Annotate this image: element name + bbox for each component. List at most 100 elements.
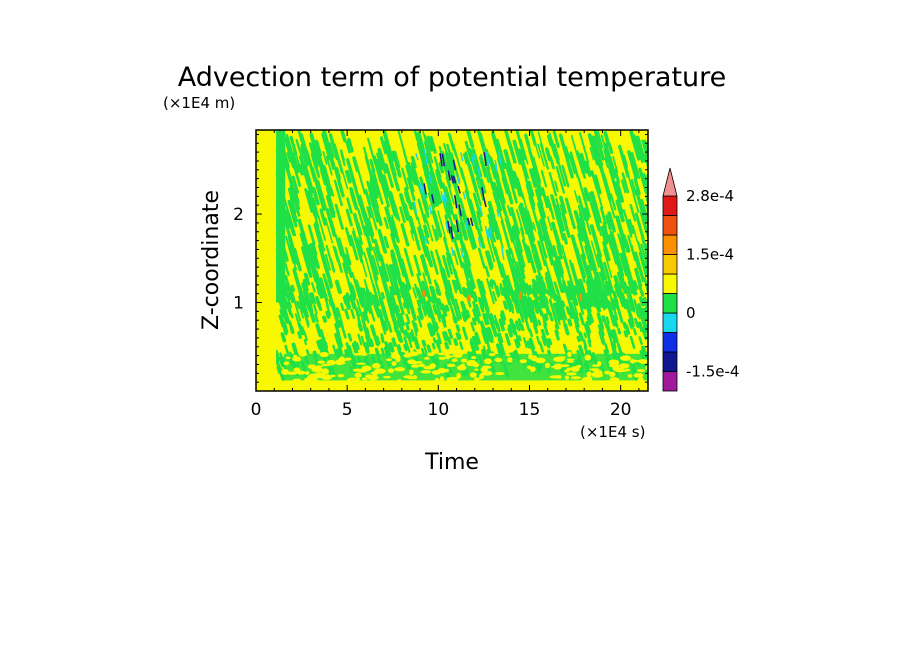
field-blob: [564, 369, 570, 373]
field-streak: [610, 342, 616, 352]
field-streak: [542, 294, 547, 302]
field-contours: [261, 130, 648, 391]
field-streak: [444, 341, 450, 350]
field-streak: [555, 204, 566, 232]
field-streak: [352, 156, 360, 173]
field-streak: [334, 323, 341, 336]
field-streak: [384, 341, 391, 356]
field-streak: [580, 253, 589, 275]
field-streak: [325, 310, 331, 319]
field-blob: [456, 372, 461, 379]
field-streak: [635, 311, 640, 318]
field-streak: [502, 300, 508, 310]
field-streak: [589, 147, 595, 161]
field-streak: [376, 152, 383, 171]
field-streak: [485, 166, 496, 192]
field-streak: [630, 179, 637, 196]
field-streak: [357, 291, 363, 302]
field-streak: [317, 180, 328, 211]
field-streak: [581, 191, 591, 218]
negative-streak: [483, 198, 487, 208]
field-streak: [500, 310, 507, 321]
field-streak: [441, 267, 450, 287]
field-streak: [510, 174, 517, 189]
field-blob: [445, 353, 451, 360]
field-streak: [330, 258, 336, 272]
field-streak: [404, 191, 409, 204]
field-streak: [603, 349, 609, 357]
field-streak: [320, 332, 326, 346]
field-streak: [390, 312, 394, 319]
field-streak: [315, 323, 320, 331]
field-streak: [381, 275, 388, 292]
field-blob: [553, 363, 563, 370]
field-streak: [459, 341, 464, 350]
field-streak: [529, 308, 537, 322]
field-streak: [619, 252, 629, 277]
field-streak: [369, 276, 379, 303]
negative-streak: [494, 160, 498, 172]
field-blob: [410, 364, 420, 368]
field-streak: [368, 194, 379, 223]
field-streak: [345, 140, 351, 154]
field-streak: [495, 285, 501, 296]
field-blob: [418, 363, 426, 368]
field-streak: [401, 325, 406, 336]
field-streak: [435, 171, 442, 187]
field-streak: [489, 312, 496, 325]
field-streak: [619, 292, 624, 300]
field-streak: [528, 196, 536, 211]
field-streak: [534, 295, 540, 306]
field-streak: [617, 233, 628, 265]
positive-spot: [467, 294, 471, 303]
field-streak: [556, 244, 563, 260]
field-streak: [580, 289, 588, 304]
field-streak: [578, 212, 590, 244]
field-streak: [393, 325, 398, 333]
field-streak: [586, 286, 594, 300]
colorbar-tick-labels: 2.8e-4 1.5e-4 0 -1.5e-4: [686, 187, 739, 381]
field-streak: [631, 303, 636, 313]
field-streak: [350, 290, 357, 301]
field-streak: [540, 187, 550, 209]
field-streak: [361, 311, 368, 321]
field-blob: [585, 376, 593, 381]
field-streak: [377, 309, 384, 323]
field-streak: [622, 209, 633, 238]
negative-streak: [450, 226, 454, 240]
field-streak: [539, 218, 550, 247]
field-streak: [489, 280, 494, 290]
field-blob: [431, 370, 441, 375]
field-streak: [369, 180, 379, 209]
field-blob: [505, 354, 511, 357]
field-blob: [448, 376, 459, 382]
field-streak: [357, 236, 363, 253]
negative-streak: [465, 221, 469, 232]
field-streak: [635, 135, 646, 163]
field-streak: [537, 230, 548, 259]
field-streak: [529, 130, 537, 147]
field-streak: [628, 299, 635, 312]
field-streak: [609, 230, 617, 249]
field-streak: [611, 298, 617, 310]
field-streak: [554, 229, 562, 248]
field-blob: [608, 363, 620, 368]
negative-streak: [479, 206, 484, 216]
field-streak: [501, 177, 508, 195]
field-streak: [385, 186, 397, 217]
field-streak: [567, 318, 573, 327]
field-streak: [357, 208, 367, 236]
field-streak: [507, 205, 512, 217]
field-streak: [315, 285, 321, 296]
field-streak: [357, 222, 363, 236]
field-streak: [319, 208, 327, 226]
field-streak: [603, 149, 609, 164]
field-streak: [471, 290, 478, 303]
field-streak: [505, 182, 513, 202]
field-streak: [615, 254, 625, 281]
field-blob: [354, 377, 361, 381]
field-streak: [380, 291, 385, 300]
negative-streak: [452, 175, 457, 184]
field-streak: [531, 288, 537, 298]
field-streak: [460, 300, 467, 312]
